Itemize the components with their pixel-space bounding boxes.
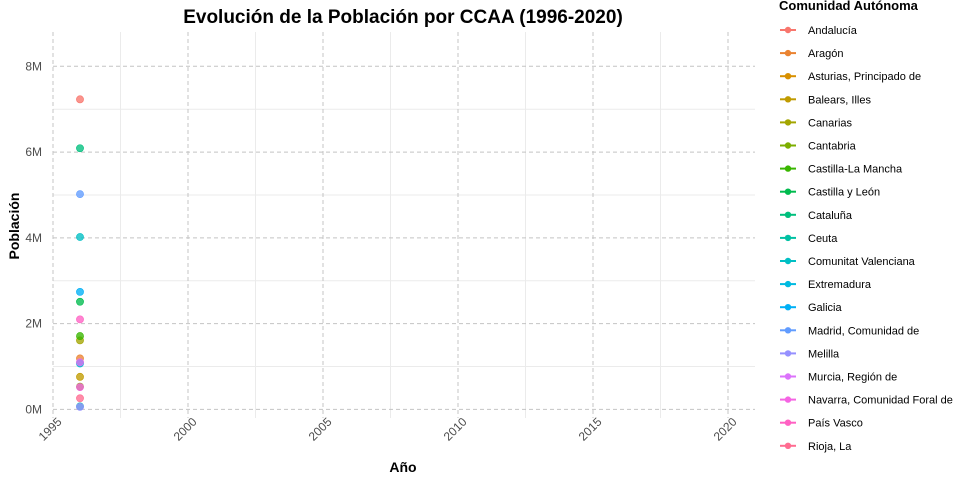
legend-item: Cantabria [780, 141, 857, 153]
legend-item: Castilla-La Mancha [780, 164, 903, 176]
legend-key-point [784, 211, 792, 218]
legend-label: País Vasco [808, 418, 863, 430]
legend-item: Madrid, Comunidad de [780, 325, 919, 337]
legend-item: País Vasco [780, 418, 863, 430]
x-tick-label: 2015 [576, 415, 605, 444]
y-tick-label: 6M [25, 145, 42, 159]
x-tick-label: 2005 [306, 415, 335, 444]
legend-key-point [784, 350, 792, 357]
x-axis-title: Año [389, 459, 416, 475]
legend-label: Canarias [808, 117, 853, 129]
legend-key-point [784, 396, 792, 403]
legend-label: Galicia [808, 302, 843, 314]
legend-label: Andalucía [808, 25, 858, 37]
y-tick-label: 2M [25, 317, 42, 331]
legend-key-point [784, 73, 792, 80]
y-tick-label: 0M [25, 402, 42, 416]
legend-key-point [784, 96, 792, 103]
x-axis-ticks: 1995 2000 2005 2010 2015 2020 [36, 415, 740, 444]
data-point [76, 288, 84, 296]
legend-item: Andalucía [780, 25, 858, 37]
y-axis-ticks: 0M 2M 4M 6M 8M [25, 59, 42, 416]
data-points [76, 95, 84, 411]
legend-key-point [784, 304, 792, 311]
legend-label: Asturias, Principado de [808, 71, 921, 83]
legend-item: Melilla [780, 348, 840, 360]
legend-label: Balears, Illes [808, 94, 871, 106]
legend-item: Extremadura [780, 279, 872, 291]
data-point [76, 332, 84, 340]
legend-label: Ceuta [808, 233, 838, 245]
legend-item: Navarra, Comunidad Foral de [780, 395, 953, 407]
y-tick-label: 8M [25, 59, 42, 73]
legend-label: Madrid, Comunidad de [808, 325, 919, 337]
legend-label: Melilla [808, 348, 840, 360]
data-point [76, 144, 84, 153]
x-tick-label: 2010 [441, 415, 470, 444]
legend-item: Ceuta [780, 233, 838, 245]
legend-item: Rioja, La [780, 441, 852, 453]
data-point [76, 297, 84, 306]
x-tick-label: 1995 [36, 415, 65, 444]
data-point [76, 372, 84, 381]
x-tick-label: 2020 [711, 415, 740, 444]
legend-key-point [784, 234, 792, 242]
legend-key-point [784, 165, 792, 172]
legend-key-point [784, 188, 792, 195]
legend-item: Cataluña [780, 210, 853, 222]
legend-label: Murcia, Región de [808, 372, 897, 384]
legend-key-point [784, 442, 792, 449]
legend-item: Comunitat Valenciana [780, 256, 916, 268]
legend-key-point [784, 327, 792, 334]
legend-key-point [784, 280, 792, 288]
data-point [76, 233, 84, 241]
legend-label: Rioja, La [808, 441, 852, 453]
legend-item: Murcia, Región de [780, 372, 897, 384]
data-point [76, 394, 84, 403]
chart-title: Evolución de la Población por CCAA (1996… [183, 7, 623, 28]
x-tick-label: 2000 [171, 415, 200, 444]
legend-item: Castilla y León [780, 187, 880, 199]
legend-key-point [784, 49, 792, 57]
legend-label: Extremadura [808, 279, 872, 291]
legend-item: Balears, Illes [780, 94, 871, 106]
legend-item: Asturias, Principado de [780, 71, 921, 83]
legend: Comunidad Autónoma Andalucía Aragón Asturi… [779, 0, 953, 453]
legend-key-point [784, 257, 792, 265]
legend-key-point [784, 419, 792, 426]
legend-label: Cataluña [808, 210, 853, 222]
data-point [76, 190, 84, 199]
legend-label: Castilla y León [808, 187, 880, 199]
data-point [76, 95, 84, 104]
legend-item: Aragón [780, 48, 843, 60]
legend-item: Galicia [780, 302, 843, 314]
y-axis-title: Población [6, 193, 22, 260]
legend-key-point [784, 119, 792, 126]
legend-label: Cantabria [808, 141, 857, 153]
legend-item: Canarias [780, 117, 853, 129]
legend-key-point [784, 26, 792, 34]
legend-title: Comunidad Autónoma [779, 0, 919, 13]
legend-label: Comunitat Valenciana [808, 256, 916, 268]
legend-label: Castilla-La Mancha [808, 164, 903, 176]
data-point [76, 315, 84, 324]
y-tick-label: 4M [25, 231, 42, 245]
legend-label: Navarra, Comunidad Foral de [808, 395, 953, 407]
legend-label: Aragón [808, 48, 843, 60]
data-point [76, 383, 84, 392]
legend-key-point [784, 373, 792, 380]
data-point [76, 358, 84, 367]
grid [52, 32, 755, 418]
legend-key-point [784, 142, 792, 149]
data-point [76, 402, 84, 411]
